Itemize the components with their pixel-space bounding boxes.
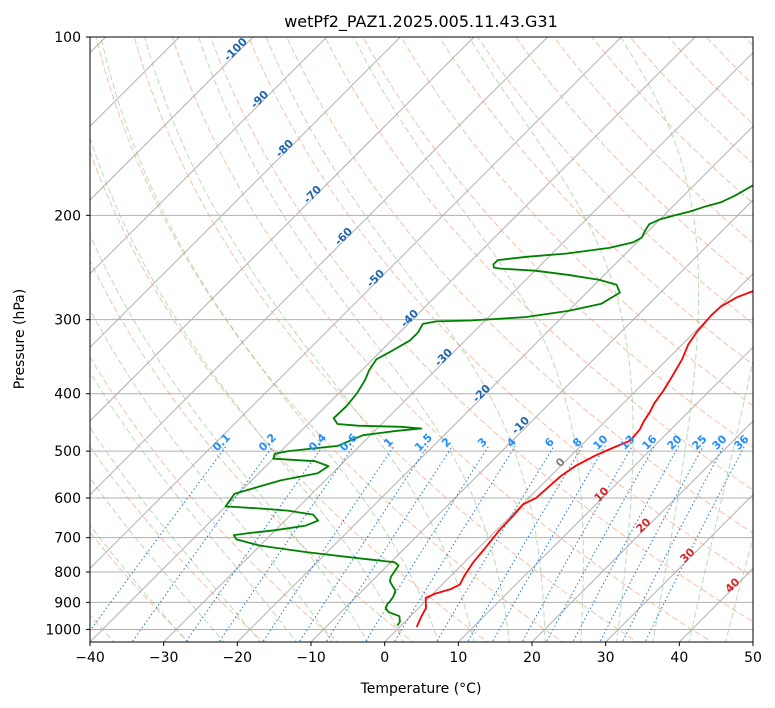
moist-adiabat-line	[90, 477, 225, 642]
moist-adiabat-line	[90, 524, 188, 642]
y-tick-label: 700	[54, 531, 81, 547]
isotherm-line	[162, 51, 753, 642]
chart-title: wetPf2_PAZ1.2025.005.11.43.G31	[284, 12, 558, 32]
isotherm-line	[531, 420, 753, 642]
isotherm-line	[90, 37, 623, 570]
dry-adiabat-line	[90, 531, 190, 642]
dry-adiabat-line	[400, 37, 753, 407]
dry-adiabat-line	[286, 37, 753, 534]
mixing-ratio-line	[364, 445, 490, 642]
dry-adiabat-line	[133, 37, 638, 642]
mixing-ratio-line	[185, 445, 324, 642]
sounding-profiles	[224, 184, 753, 628]
y-tick-label: 500	[54, 444, 81, 460]
dry-adiabat-line	[90, 150, 489, 642]
x-tick-label: 50	[744, 650, 762, 666]
mixing-ratio-line	[393, 445, 516, 642]
dry-adiabat-line	[90, 356, 340, 642]
y-axis-label: Pressure (hPa)	[12, 289, 28, 389]
x-axis-label: Temperature (°C)	[360, 681, 482, 697]
mixing-ratio-line	[218, 445, 355, 642]
y-tick-label: 600	[54, 491, 81, 507]
moist-adiabat-line	[90, 136, 404, 642]
x-tick-label: 10	[449, 650, 467, 666]
moist-adiabat-line	[265, 37, 546, 642]
dry-adiabat-line	[171, 37, 713, 642]
x-tick-label: −20	[223, 650, 253, 666]
mixing-ratio-line	[466, 445, 584, 642]
isotherm-line	[90, 37, 181, 128]
plot-frame	[89, 36, 754, 643]
mixing-ratio-line	[325, 445, 454, 642]
x-tick-label: 40	[670, 650, 688, 666]
y-tick-label: 400	[54, 387, 81, 403]
dry-adiabat-line	[438, 37, 753, 366]
y-tick-label: 900	[54, 595, 81, 611]
moist-adiabat-line	[90, 308, 333, 642]
isotherm-line	[90, 37, 254, 201]
isotherm-line	[236, 125, 753, 642]
mixing-ratio-line	[572, 445, 680, 642]
isotherm-line	[90, 37, 328, 275]
x-tick-label: −10	[296, 650, 326, 666]
x-tick-label: −30	[149, 650, 179, 666]
temperature-profile-line	[415, 290, 753, 628]
y-tick-label: 1000	[45, 622, 81, 638]
isotherm-line	[90, 37, 696, 642]
dry-adiabat-line	[248, 37, 753, 578]
isotherm-line	[90, 37, 475, 422]
isotherm-line	[90, 37, 549, 496]
y-tick-label: 300	[54, 313, 81, 329]
isotherm-line	[310, 199, 753, 642]
y-tick-label: 100	[54, 30, 81, 46]
dry-adiabat-line	[324, 37, 753, 491]
mixing-ratio-line	[262, 445, 395, 642]
x-tick-label: 20	[523, 650, 541, 666]
moist-adiabat-line	[90, 426, 261, 642]
moist-adiabat-line	[198, 37, 510, 642]
grid-lines	[90, 37, 753, 642]
x-tick-label: 0	[380, 650, 389, 666]
moist-adiabat-line	[100, 37, 440, 642]
isotherm-line	[383, 272, 753, 642]
y-tick-label: 200	[54, 208, 81, 224]
dry-adiabat-line	[515, 37, 753, 284]
mixing-ratio-line	[491, 445, 606, 642]
dewpoint-profile-line	[224, 184, 753, 627]
dry-adiabat-line	[209, 37, 753, 623]
plot-area: -100-90-80-70-60-50-40-30-20-10102030400…	[90, 37, 753, 642]
dry-adiabat-line	[90, 259, 414, 642]
x-tick-label: 30	[597, 650, 615, 666]
isotherm-line	[604, 493, 753, 642]
mixing-ratio-line	[298, 445, 429, 642]
mixing-ratio-line	[599, 445, 704, 642]
moist-adiabat-line	[620, 37, 700, 642]
isotherm-line	[90, 37, 402, 349]
moist-adiabat-line	[90, 371, 297, 642]
y-tick-label: 800	[54, 565, 81, 581]
dry-adiabats	[90, 37, 753, 642]
x-tick-label: −40	[75, 650, 105, 666]
moist-adiabat-line	[468, 37, 634, 642]
dry-adiabat-line	[95, 37, 564, 642]
isotherm-line	[457, 346, 753, 642]
